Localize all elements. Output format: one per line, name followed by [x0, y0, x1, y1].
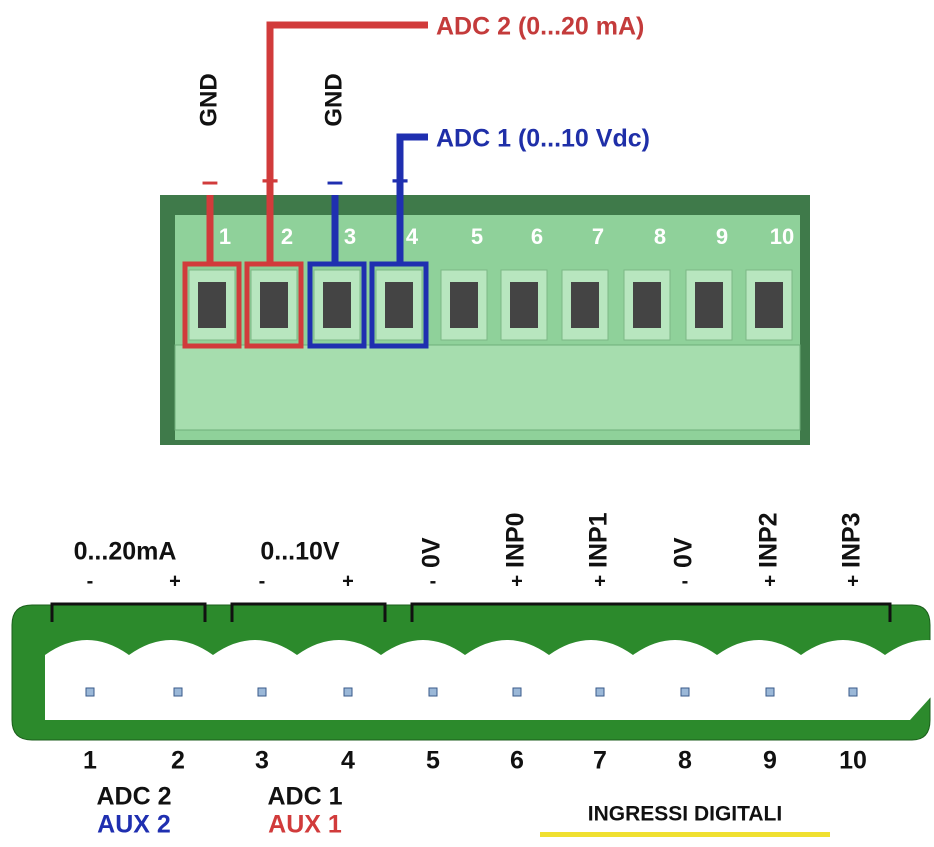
polarity-sign: +: [391, 165, 409, 198]
polarity-sign: –: [327, 165, 344, 198]
socket-hole: [510, 282, 538, 328]
digital-label: INP0: [502, 512, 530, 568]
sockets: [182, 261, 793, 349]
terminal-number: 9: [716, 224, 728, 249]
digital-label: INP2: [755, 512, 783, 568]
terminal-number: 3: [344, 224, 356, 249]
digital-label: INP1: [585, 512, 613, 568]
pin-hole: [85, 687, 95, 697]
pin-number: 6: [510, 747, 524, 775]
pin-hole: [428, 687, 438, 697]
socket-highlight: [244, 261, 304, 349]
wire-adc1: [396, 133, 428, 262]
terminal-number: 8: [654, 224, 666, 249]
adc-label: ADC 2: [96, 783, 171, 811]
pin-number: 1: [83, 747, 97, 775]
pin-hole: [595, 687, 605, 697]
connector-inner: [45, 640, 934, 720]
pin-number: 7: [593, 747, 607, 775]
digital-label: INP3: [838, 512, 866, 568]
pin-hole: [257, 687, 267, 697]
digital-label: 0V: [418, 537, 446, 568]
bracket: [230, 602, 387, 622]
socket-hole: [633, 282, 661, 328]
terminal-number: 10: [770, 224, 794, 249]
sign: -: [682, 570, 689, 592]
wire-adc2: [266, 21, 428, 262]
pin-hole: [343, 687, 353, 697]
gnd-label: GND: [320, 73, 347, 126]
terminal-number: 4: [406, 224, 419, 249]
pin-number: 3: [255, 747, 269, 775]
sign: +: [169, 570, 181, 592]
polarity-sign: –: [202, 165, 219, 198]
terminal-block-base: [174, 344, 801, 431]
digital-label: 0V: [670, 537, 698, 568]
bracket: [410, 602, 892, 622]
socket-hole: [198, 282, 226, 328]
socket-hole: [323, 282, 351, 328]
pin-hole: [680, 687, 690, 697]
terminal-number: 2: [281, 224, 293, 249]
pin-number: 2: [171, 747, 185, 775]
terminal-number: 7: [592, 224, 604, 249]
digital-underline: [540, 832, 830, 837]
bracket: [50, 602, 207, 622]
group-label: 0...10V: [260, 538, 340, 566]
aux-label: AUX 2: [97, 811, 171, 839]
sign: +: [764, 570, 776, 592]
pin-hole: [848, 687, 858, 697]
terminal-number: 5: [471, 224, 483, 249]
pin-hole: [173, 687, 183, 697]
adc-label: ADC 1: [267, 783, 342, 811]
brackets: [50, 602, 892, 622]
terminal-number: 1: [219, 224, 231, 249]
pin-hole: [512, 687, 522, 697]
sign: -: [259, 570, 266, 592]
sign: -: [87, 570, 94, 592]
terminal-number: 6: [531, 224, 543, 249]
sign: +: [847, 570, 859, 592]
pin-hole: [765, 687, 775, 697]
sign: +: [511, 570, 523, 592]
wires: [206, 21, 428, 262]
sign: +: [594, 570, 606, 592]
digital-title: INGRESSI DIGITALI: [588, 803, 782, 826]
sign: +: [342, 570, 354, 592]
aux-label: AUX 1: [268, 811, 342, 839]
polarity-sign: +: [261, 165, 279, 198]
adc2-label: ADC 2 (0...20 mA): [436, 13, 644, 41]
group-label: 0...20mA: [74, 538, 177, 566]
gnd-label: GND: [195, 73, 222, 126]
socket-highlight: [307, 261, 367, 349]
socket-hole: [695, 282, 723, 328]
socket-hole: [385, 282, 413, 328]
socket: [188, 269, 236, 341]
socket-highlight: [182, 261, 242, 349]
sign: -: [430, 570, 437, 592]
socket-hole: [571, 282, 599, 328]
pin-number: 8: [678, 747, 692, 775]
adc1-label: ADC 1 (0...10 Vdc): [436, 125, 650, 153]
pin-number: 5: [426, 747, 440, 775]
pin-number: 9: [763, 747, 777, 775]
socket-hole: [260, 282, 288, 328]
socket-highlight: [369, 261, 429, 349]
socket-hole: [450, 282, 478, 328]
pin-number: 4: [341, 747, 355, 775]
socket-hole: [755, 282, 783, 328]
pin-number: 10: [839, 747, 867, 775]
